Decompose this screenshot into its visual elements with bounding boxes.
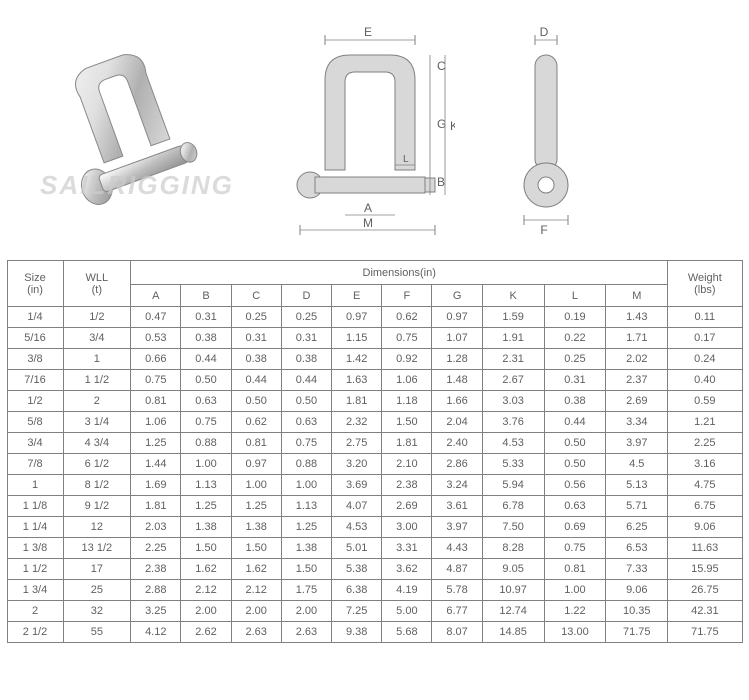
- table-row: 2 1/2554.122.622.632.639.385.688.0714.85…: [7, 622, 742, 643]
- table-row: 1/220.810.630.500.501.811.181.663.030.38…: [7, 391, 742, 412]
- col-dim-e: E: [332, 285, 382, 307]
- table-row: 1 1/89 1/21.811.251.251.134.072.693.616.…: [7, 496, 742, 517]
- table-row: 7/161 1/20.750.500.440.441.631.061.482.6…: [7, 370, 742, 391]
- col-dim-c: C: [231, 285, 281, 307]
- table-row: 2323.252.002.002.007.255.006.7712.741.22…: [7, 601, 742, 622]
- col-dim-g: G: [432, 285, 482, 307]
- top-section: SAILRIGGING E C G: [0, 0, 749, 255]
- col-dim-f: F: [382, 285, 432, 307]
- table-row: 18 1/21.691.131.001.003.692.383.245.940.…: [7, 475, 742, 496]
- dim-label-l: L: [403, 154, 409, 165]
- col-dim-l: L: [544, 285, 606, 307]
- table-row: 1 3/4252.882.122.121.756.384.195.7810.97…: [7, 580, 742, 601]
- col-wll: WLL(t): [63, 261, 131, 307]
- side-diagram: D F: [495, 20, 605, 245]
- table-row: 3/810.660.440.380.381.420.921.282.310.25…: [7, 349, 742, 370]
- table-row: 1 1/2172.381.621.621.505.383.624.879.050…: [7, 559, 742, 580]
- spec-table: Size(in) WLL(t) Dimensions(in) Weight(lb…: [7, 260, 743, 643]
- dim-label-m: M: [363, 216, 373, 230]
- col-size: Size(in): [7, 261, 63, 307]
- col-dim-k: K: [482, 285, 544, 307]
- table-row: 1/41/20.470.310.250.250.970.620.971.590.…: [7, 307, 742, 328]
- col-dimensions: Dimensions(in): [131, 261, 668, 285]
- dim-label-e: E: [364, 25, 372, 39]
- col-dim-m: M: [606, 285, 668, 307]
- table-row: 5/83 1/41.060.750.620.632.321.502.043.76…: [7, 412, 742, 433]
- col-dim-b: B: [181, 285, 231, 307]
- table-row: 5/163/40.530.380.310.311.150.751.071.910…: [7, 328, 742, 349]
- front-diagram: E C G K B A M: [275, 20, 455, 245]
- col-weight: Weight(lbs): [668, 261, 742, 307]
- product-photo: [15, 33, 215, 233]
- watermark-text: SAILRIGGING: [40, 170, 234, 201]
- diagram-section: E C G K B A M: [275, 20, 605, 245]
- dim-label-k: K: [450, 119, 455, 133]
- table-row: 1 3/813 1/22.251.501.501.385.013.314.438…: [7, 538, 742, 559]
- table-row: 7/86 1/21.441.000.970.883.202.102.865.33…: [7, 454, 742, 475]
- table-row: 1 1/4122.031.381.381.254.533.003.977.500…: [7, 517, 742, 538]
- dim-label-b: B: [437, 175, 445, 189]
- dim-label-d: D: [540, 25, 549, 39]
- dim-label-f: F: [540, 223, 547, 237]
- col-dim-d: D: [281, 285, 331, 307]
- col-dim-a: A: [131, 285, 181, 307]
- dim-label-a: A: [364, 201, 372, 215]
- table-row: 3/44 3/41.250.880.810.752.751.812.404.53…: [7, 433, 742, 454]
